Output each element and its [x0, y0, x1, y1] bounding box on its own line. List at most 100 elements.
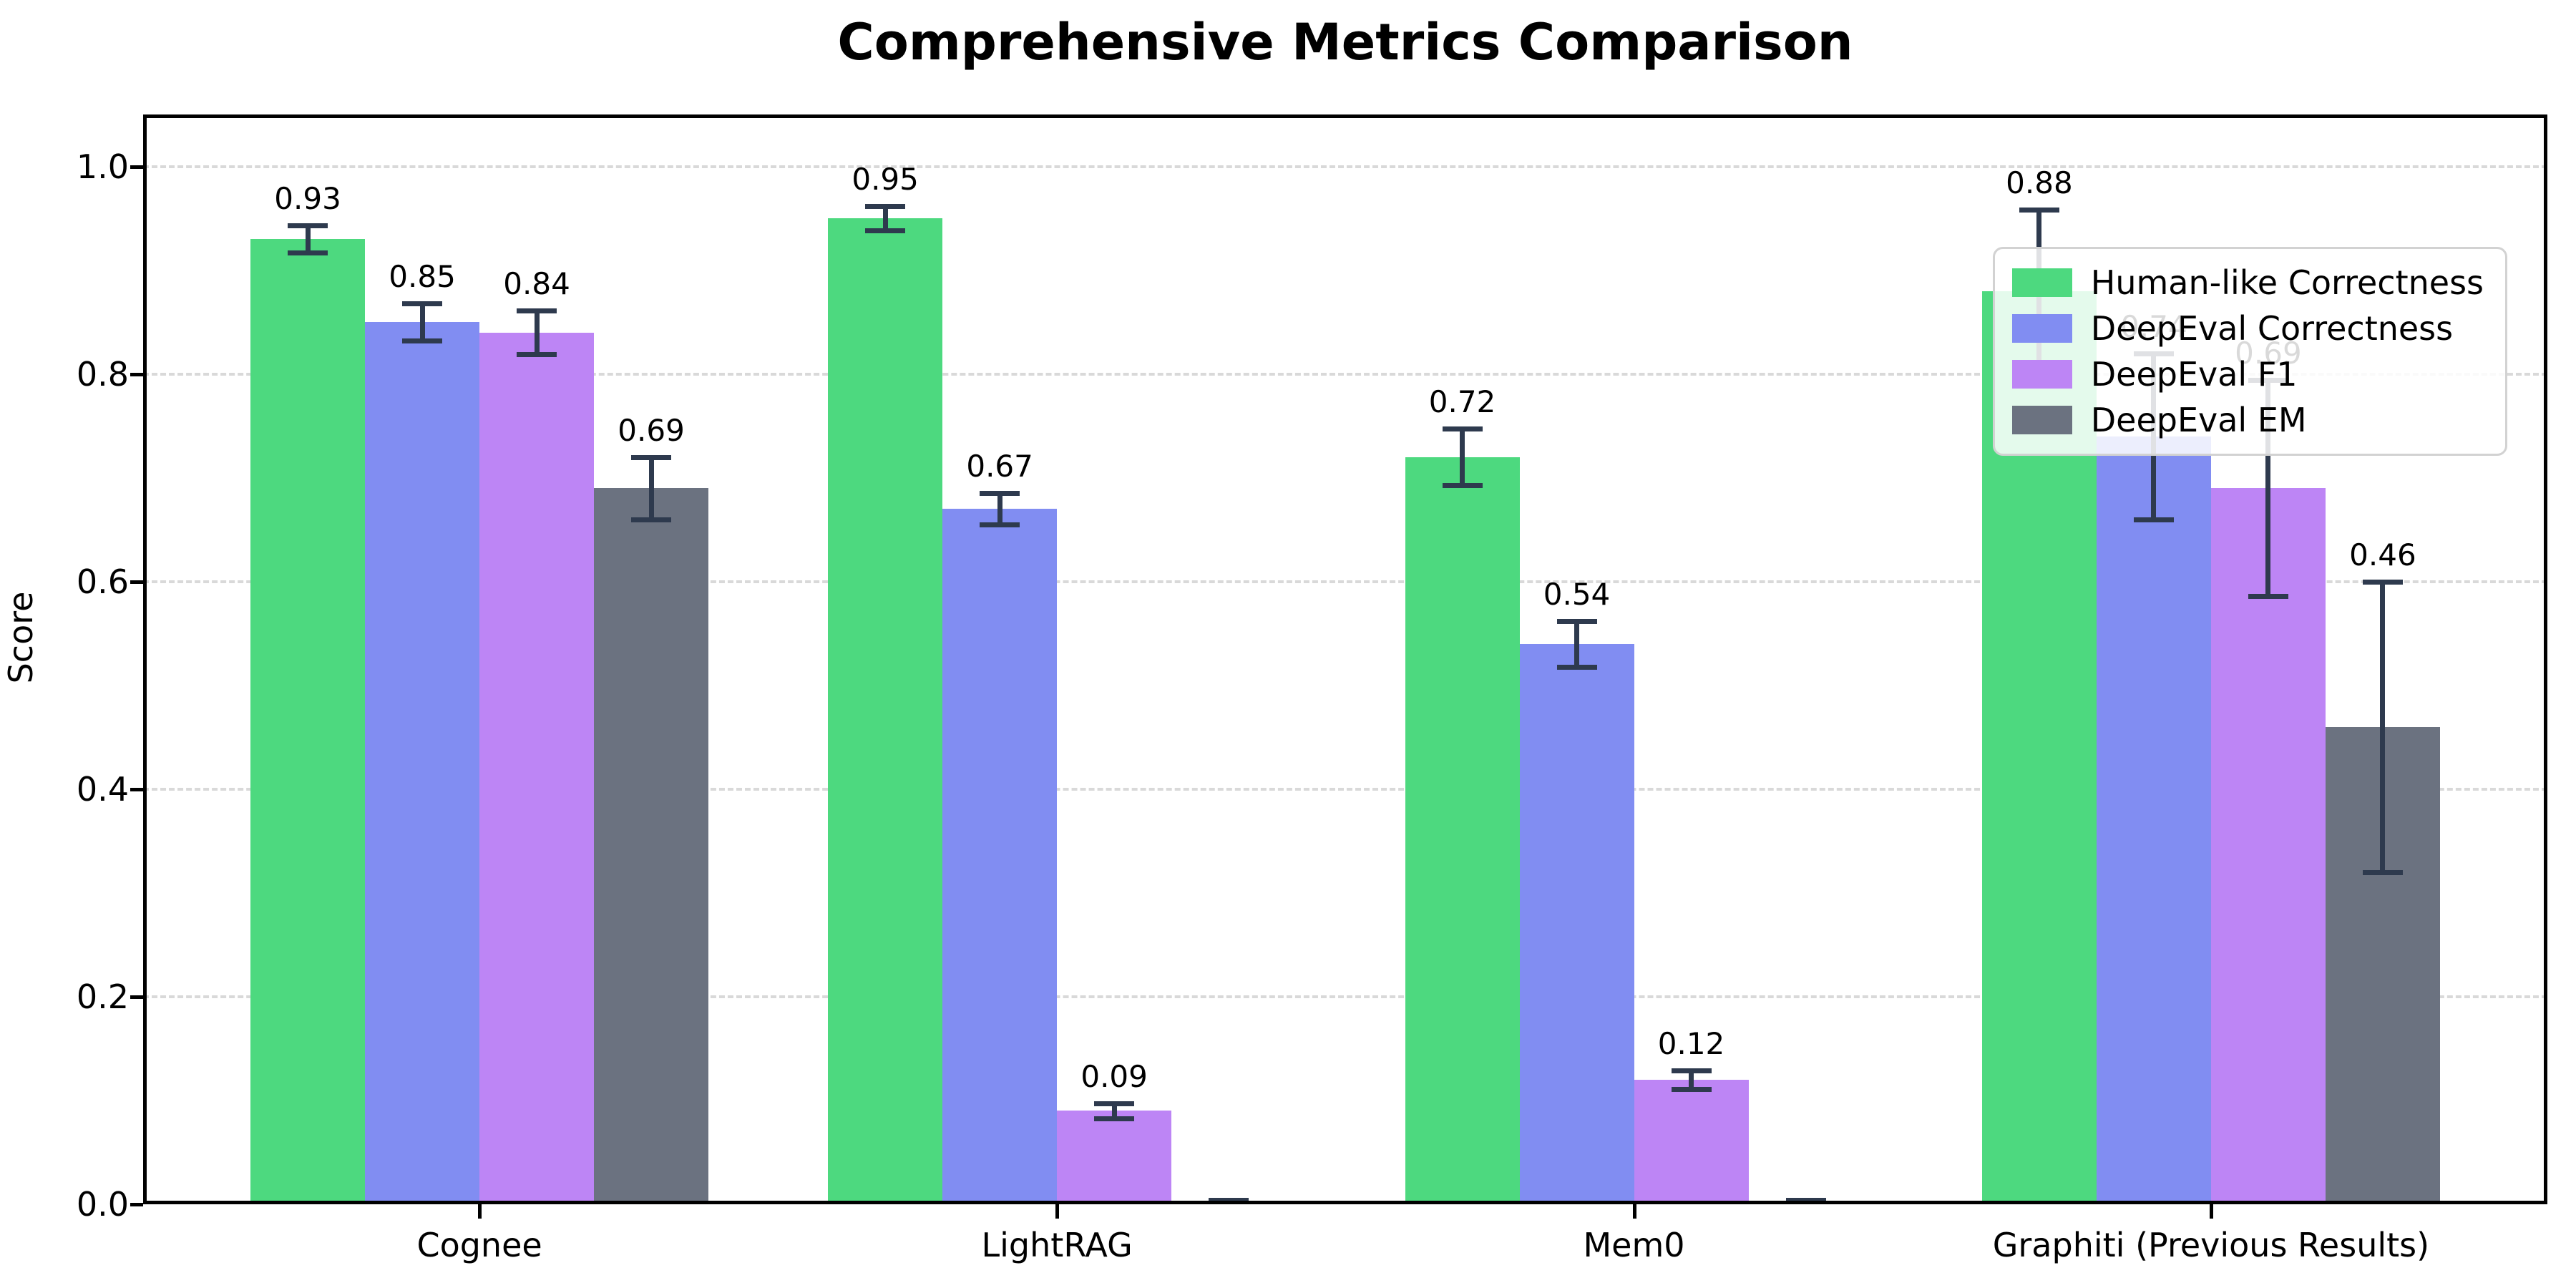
legend-swatch-deepeval-correctness	[2011, 314, 2072, 343]
error-cap-bottom-cognee-deepeval-em	[631, 517, 672, 522]
bar-lightrag-deepeval-correctness	[942, 509, 1058, 1204]
legend-label-deepeval-correctness: DeepEval Correctness	[2090, 309, 2454, 348]
gridline-y-0.6	[143, 580, 2547, 583]
value-label-cognee-human-like-correctness: 0.93	[274, 181, 341, 217]
y-tick-mark-0.2	[130, 995, 143, 999]
x-tick-mark-mem0	[1632, 1204, 1636, 1219]
error-cap-top-cognee-deepeval-correctness	[402, 301, 443, 306]
legend-label-deepeval-em: DeepEval EM	[2090, 401, 2307, 439]
y-tick-label-0.2: 0.2	[76, 977, 129, 1016]
y-tick-mark-0.0	[130, 1203, 143, 1206]
gridline-y-0.2	[143, 995, 2547, 998]
error-cap-top-mem0-human-like-correctness	[1442, 426, 1483, 432]
legend-swatch-human-like-correctness	[2011, 268, 2072, 297]
error-bar-cognee-deepeval-correctness	[419, 303, 425, 341]
error-cap-bottom-lightrag-deepeval-f1	[1094, 1116, 1135, 1121]
bar-cognee-deepeval-em	[594, 488, 709, 1204]
bar-graphiti-previous-results-deepeval-f1	[2210, 488, 2326, 1204]
error-cap-bottom-mem0-deepeval-correctness	[1556, 664, 1597, 670]
y-tick-mark-0.6	[130, 580, 143, 584]
error-cap-bottom-cognee-deepeval-correctness	[402, 338, 443, 344]
value-label-graphiti-previous-results-deepeval-em: 0.46	[2349, 537, 2416, 572]
legend-item-deepeval-f1: DeepEval F1	[2011, 355, 2484, 394]
legend-swatch-deepeval-em	[2011, 406, 2072, 434]
error-bar-graphiti-previous-results-deepeval-f1	[2265, 380, 2271, 596]
y-tick-mark-0.4	[130, 787, 143, 791]
x-tick-mark-graphiti-previous-results	[2209, 1204, 2213, 1219]
error-cap-top-lightrag-human-like-correctness	[865, 203, 906, 209]
bar-mem0-human-like-correctness	[1405, 457, 1520, 1204]
error-cap-bottom-lightrag-deepeval-correctness	[980, 522, 1020, 527]
error-bar-lightrag-deepeval-f1	[1111, 1103, 1117, 1118]
error-bar-graphiti-previous-results-deepeval-em	[2380, 581, 2386, 872]
x-tick-label-graphiti-previous-results: Graphiti (Previous Results)	[1992, 1226, 2430, 1264]
error-bar-cognee-deepeval-em	[648, 457, 654, 519]
error-cap-top-lightrag-deepeval-correctness	[980, 491, 1020, 497]
error-cap-bottom-graphiti-previous-results-deepeval-em	[2362, 869, 2403, 875]
gridline-y-1.0	[143, 165, 2547, 168]
gridline-y-0.8	[143, 372, 2547, 376]
x-tick-label-mem0: Mem0	[1583, 1226, 1685, 1264]
bar-mem0-deepeval-f1	[1634, 1079, 1749, 1204]
error-bar-lightrag-human-like-correctness	[882, 205, 888, 231]
error-cap-bottom-lightrag-human-like-correctness	[865, 228, 906, 234]
error-cap-lightrag-deepeval-em	[1209, 1198, 1249, 1203]
error-cap-top-cognee-deepeval-em	[631, 454, 672, 460]
error-cap-top-cognee-human-like-correctness	[288, 223, 328, 229]
value-label-lightrag-human-like-correctness: 0.95	[852, 161, 919, 197]
y-tick-label-1.0: 1.0	[76, 147, 129, 186]
error-cap-bottom-cognee-human-like-correctness	[288, 250, 328, 255]
plot-area: Human-like Correctness DeepEval Correctne…	[143, 114, 2547, 1204]
legend: Human-like Correctness DeepEval Correctne…	[1992, 247, 2507, 456]
error-cap-bottom-graphiti-previous-results-deepeval-correctness	[2133, 517, 2174, 522]
bar-mem0-deepeval-correctness	[1519, 643, 1634, 1204]
value-label-mem0-human-like-correctness: 0.72	[1428, 384, 1496, 420]
x-tick-mark-lightrag	[1055, 1204, 1060, 1219]
error-bar-cognee-human-like-correctness	[305, 225, 311, 253]
bar-cognee-deepeval-correctness	[365, 322, 480, 1204]
y-tick-mark-0.8	[130, 372, 143, 376]
bar-lightrag-deepeval-f1	[1057, 1111, 1172, 1204]
y-tick-label-0.6: 0.6	[76, 562, 129, 601]
bar-cognee-human-like-correctness	[250, 239, 366, 1204]
error-cap-bottom-cognee-deepeval-f1	[517, 352, 557, 358]
legend-item-deepeval-correctness: DeepEval Correctness	[2011, 309, 2484, 348]
error-bar-cognee-deepeval-f1	[534, 311, 540, 355]
error-cap-mem0-deepeval-em	[1785, 1198, 1826, 1203]
x-tick-label-lightrag: LightRAG	[981, 1226, 1133, 1264]
error-cap-top-cognee-deepeval-f1	[517, 308, 557, 314]
bar-lightrag-human-like-correctness	[828, 218, 943, 1204]
gridline-y-0.4	[143, 787, 2547, 791]
legend-label-human-like-correctness: Human-like Correctness	[2090, 263, 2484, 302]
x-tick-label-cognee: Cognee	[416, 1226, 542, 1264]
error-cap-top-lightrag-deepeval-f1	[1094, 1101, 1135, 1107]
error-cap-bottom-mem0-human-like-correctness	[1442, 482, 1483, 488]
value-label-cognee-deepeval-correctness: 0.85	[389, 258, 456, 294]
value-label-graphiti-previous-results-human-like-correctness: 0.88	[2006, 165, 2073, 201]
value-label-mem0-deepeval-correctness: 0.54	[1543, 576, 1611, 612]
y-tick-label-0.4: 0.4	[76, 769, 129, 809]
legend-item-human-like-correctness: Human-like Correctness	[2011, 263, 2484, 302]
error-cap-top-graphiti-previous-results-deepeval-em	[2362, 579, 2403, 585]
bar-cognee-deepeval-f1	[479, 332, 595, 1204]
x-tick-mark-cognee	[478, 1204, 482, 1219]
value-label-lightrag-deepeval-f1: 0.09	[1080, 1059, 1148, 1095]
chart-title: Comprehensive Metrics Comparison	[837, 13, 1853, 72]
error-cap-top-mem0-deepeval-f1	[1671, 1068, 1712, 1073]
legend-swatch-deepeval-f1	[2011, 360, 2072, 389]
bar-graphiti-previous-results-deepeval-correctness	[2096, 436, 2211, 1204]
error-bar-mem0-human-like-correctness	[1460, 429, 1465, 485]
error-bar-mem0-deepeval-f1	[1689, 1070, 1694, 1089]
error-bar-mem0-deepeval-correctness	[1574, 620, 1580, 667]
error-cap-bottom-mem0-deepeval-f1	[1671, 1086, 1712, 1092]
y-tick-label-0.0: 0.0	[76, 1185, 129, 1224]
value-label-lightrag-deepeval-correctness: 0.67	[966, 449, 1033, 484]
legend-item-deepeval-em: DeepEval EM	[2011, 401, 2484, 439]
value-label-mem0-deepeval-f1: 0.12	[1657, 1025, 1725, 1061]
legend-label-deepeval-f1: DeepEval F1	[2090, 355, 2298, 394]
error-cap-top-graphiti-previous-results-human-like-correctness	[2019, 208, 2059, 213]
error-cap-bottom-graphiti-previous-results-deepeval-f1	[2248, 594, 2288, 600]
error-bar-lightrag-deepeval-correctness	[997, 493, 1002, 525]
y-tick-mark-1.0	[130, 165, 143, 169]
